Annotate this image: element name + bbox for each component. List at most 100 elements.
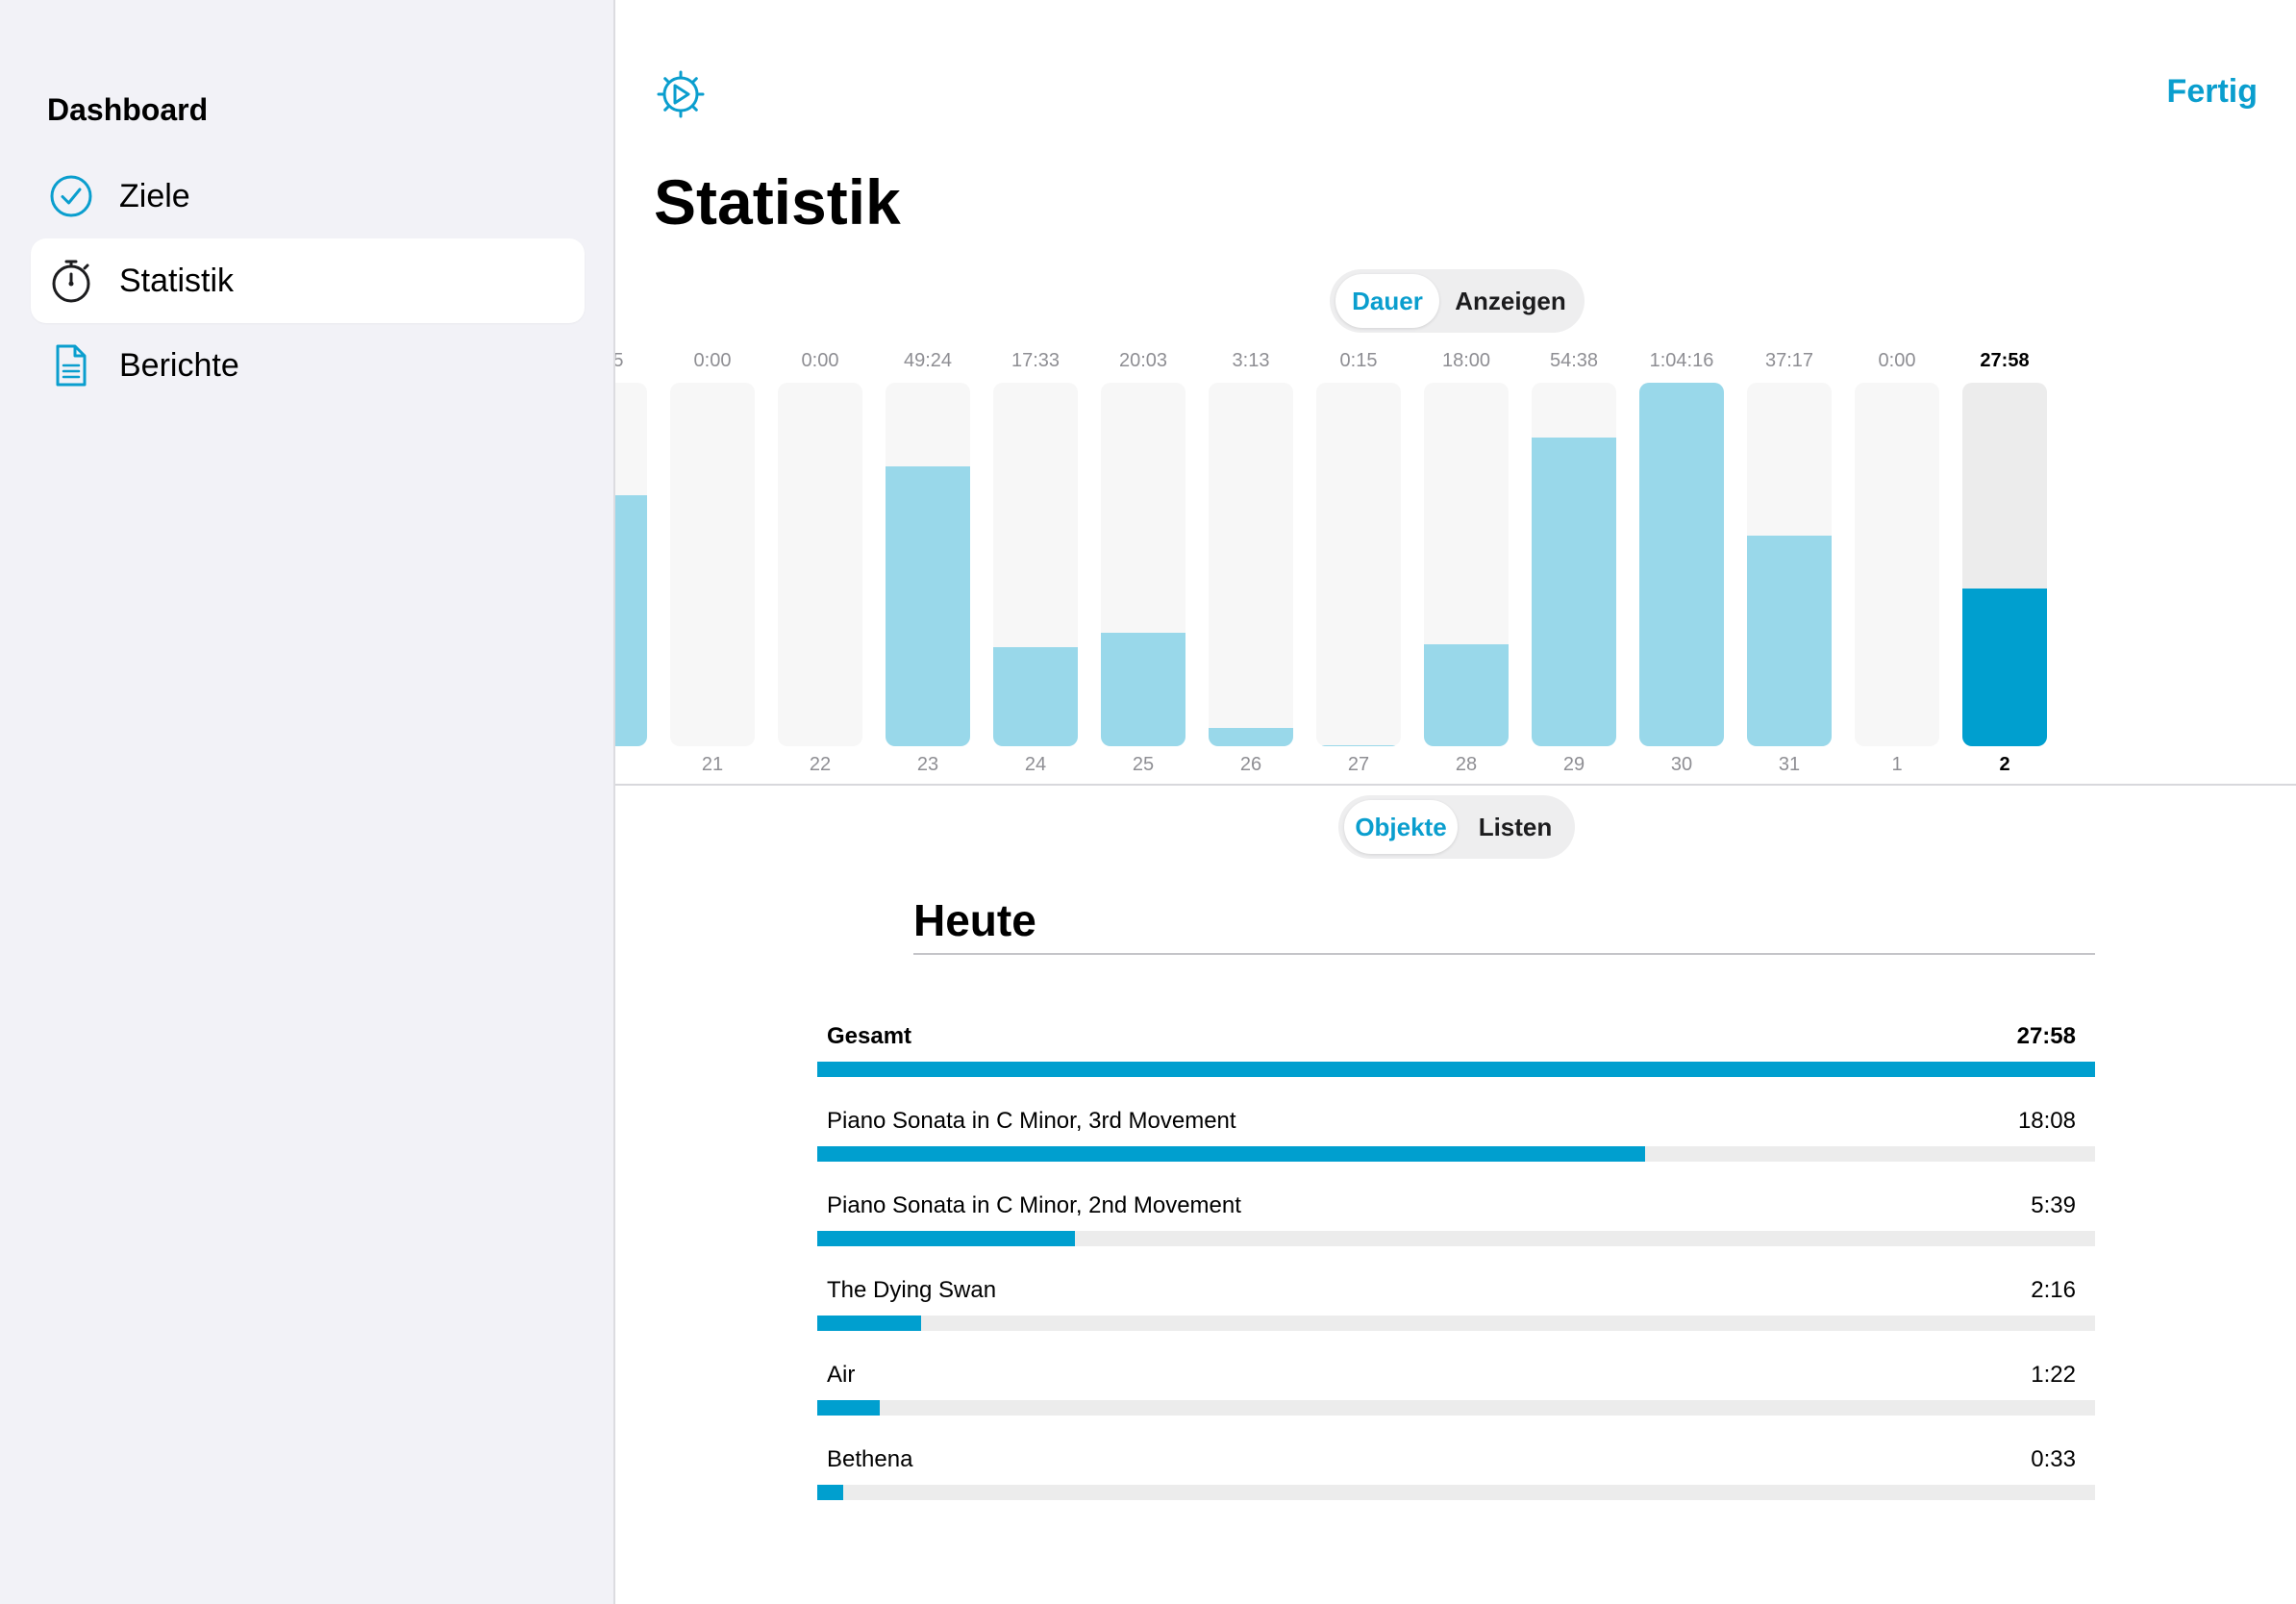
bar-day-label: 23 bbox=[916, 754, 939, 775]
bar-value-label: 0:00 bbox=[801, 350, 839, 371]
bar-day-25[interactable] bbox=[1101, 383, 1185, 746]
bar-day-label: 21 bbox=[701, 754, 724, 775]
divider bbox=[615, 784, 2296, 786]
bar-day-24[interactable] bbox=[993, 383, 1078, 746]
bar-day-label: 25 bbox=[1132, 754, 1155, 775]
bar-value-label: 4:25 bbox=[615, 350, 624, 371]
bar-day-31[interactable] bbox=[1747, 383, 1832, 746]
bar-day-label: 22 bbox=[809, 754, 832, 775]
bar-fill bbox=[1424, 644, 1509, 746]
item-name: Bethena bbox=[827, 1446, 913, 1472]
item-name: Air bbox=[827, 1362, 856, 1388]
bar-day-label: 31 bbox=[1778, 754, 1801, 775]
bar-value-label: 3:13 bbox=[1232, 350, 1270, 371]
sidebar-item-ziele[interactable]: Ziele bbox=[31, 154, 585, 238]
item-duration: 0:33 bbox=[2031, 1446, 2076, 1472]
toggle-option-listen[interactable]: Listen bbox=[1478, 813, 1553, 841]
progress-track bbox=[817, 1231, 2095, 1246]
list-item[interactable]: Air 1:22 bbox=[817, 1362, 2095, 1439]
bar-day-21[interactable] bbox=[670, 383, 755, 746]
bar-fill bbox=[615, 495, 647, 746]
bar-value-label: 17:33 bbox=[1011, 350, 1061, 371]
bar-day-2[interactable] bbox=[1962, 383, 2047, 746]
sidebar-item-label: Ziele bbox=[119, 178, 190, 214]
list-item[interactable]: Piano Sonata in C Minor, 3rd Movement 18:… bbox=[817, 1108, 2095, 1185]
toggle-option-objekte[interactable]: Objekte bbox=[1344, 800, 1458, 854]
bar-day-26[interactable] bbox=[1209, 383, 1293, 746]
bar-value-label: 37:17 bbox=[1764, 350, 1814, 371]
item-duration: 5:39 bbox=[2031, 1192, 2076, 1218]
progress-fill bbox=[817, 1485, 843, 1500]
bar-fill bbox=[993, 647, 1078, 746]
bar-fill bbox=[1101, 633, 1185, 746]
sidebar: Dashboard Ziele Statistik Berichte bbox=[0, 0, 615, 1604]
bar-value-label: 18:00 bbox=[1441, 350, 1491, 371]
progress-track bbox=[817, 1146, 2095, 1162]
bar-fill bbox=[1532, 438, 1616, 746]
list-item[interactable]: The Dying Swan 2:16 bbox=[817, 1277, 2095, 1354]
settings-gear-icon[interactable] bbox=[656, 69, 706, 119]
bar-value-label: 27:58 bbox=[1980, 350, 2030, 371]
item-duration: 18:08 bbox=[2017, 1108, 2076, 1134]
stopwatch-icon bbox=[52, 260, 90, 303]
bar-day-label: 27 bbox=[1347, 754, 1370, 775]
bar-fill bbox=[886, 466, 970, 746]
toggle-option-anzeigen[interactable]: Anzeigen bbox=[1455, 287, 1566, 315]
sidebar-item-statistik[interactable]: Statistik bbox=[31, 238, 585, 323]
bar-day-label: 28 bbox=[1455, 754, 1478, 775]
progress-track bbox=[817, 1400, 2095, 1416]
bar-day-27[interactable] bbox=[1316, 383, 1401, 746]
bar-day-23[interactable] bbox=[886, 383, 970, 746]
item-name: Piano Sonata in C Minor, 2nd Movement bbox=[827, 1192, 1241, 1218]
document-icon bbox=[56, 344, 87, 387]
toggle-option-dauer[interactable]: Dauer bbox=[1335, 274, 1439, 328]
item-name: Gesamt bbox=[827, 1023, 912, 1049]
item-name: Piano Sonata in C Minor, 3rd Movement bbox=[827, 1108, 1236, 1134]
progress-track bbox=[817, 1316, 2095, 1331]
bar-value-label: 49:24 bbox=[903, 350, 953, 371]
item-name: The Dying Swan bbox=[827, 1277, 997, 1303]
item-duration: 27:58 bbox=[2016, 1023, 2076, 1049]
bar-day-29[interactable] bbox=[1532, 383, 1616, 746]
bar-value-label: 20:03 bbox=[1118, 350, 1168, 371]
bar-day-label: 30 bbox=[1670, 754, 1693, 775]
checkmark-circle-icon bbox=[50, 175, 92, 217]
done-button[interactable]: Fertig bbox=[2166, 73, 2258, 110]
section-divider bbox=[913, 953, 2095, 955]
bar-fill bbox=[1639, 383, 1724, 746]
bar-fill bbox=[1316, 745, 1401, 746]
progress-track bbox=[817, 1485, 2095, 1500]
sidebar-title: Dashboard bbox=[47, 92, 209, 127]
daily-duration-chart: 4:25200:00210:002249:242317:332420:03253… bbox=[615, 337, 2296, 789]
list-item[interactable]: Piano Sonata in C Minor, 2nd Movement 5:3… bbox=[817, 1192, 2095, 1269]
bar-day-label: 2 bbox=[1999, 754, 2010, 775]
duration-display-toggle: Dauer Anzeigen bbox=[1330, 269, 1585, 333]
sidebar-item-berichte[interactable]: Berichte bbox=[31, 323, 585, 408]
progress-fill bbox=[817, 1062, 2095, 1077]
bar-value-label: 0:00 bbox=[1878, 350, 1916, 371]
section-title: Heute bbox=[913, 895, 1036, 945]
bar-day-22[interactable] bbox=[778, 383, 862, 746]
bar-day-30[interactable] bbox=[1639, 383, 1724, 746]
bar-day-label: 20 bbox=[615, 754, 662, 776]
bar-fill bbox=[1747, 536, 1832, 746]
progress-fill bbox=[817, 1146, 1646, 1162]
bar-day-label: 24 bbox=[1024, 754, 1047, 775]
list-item[interactable]: Bethena 0:33 bbox=[817, 1446, 2095, 1523]
bar-day-20[interactable] bbox=[615, 383, 647, 746]
bar-day-label: 1 bbox=[1891, 754, 1903, 775]
progress-fill bbox=[817, 1316, 921, 1331]
page-title: Statistik bbox=[654, 166, 901, 238]
bar-value-label: 0:15 bbox=[1339, 350, 1378, 371]
total-row: Gesamt 27:58 bbox=[817, 1023, 2095, 1100]
sidebar-item-label: Statistik bbox=[119, 263, 235, 299]
objects-lists-toggle: Objekte Listen bbox=[1338, 795, 1575, 859]
progress-track bbox=[817, 1062, 2095, 1077]
bar-day-label: 29 bbox=[1562, 754, 1585, 775]
bar-day-1[interactable] bbox=[1855, 383, 1939, 746]
progress-fill bbox=[817, 1400, 881, 1416]
bar-value-label: 1:04:16 bbox=[1649, 350, 1714, 371]
item-duration: 2:16 bbox=[2031, 1277, 2076, 1303]
bar-fill bbox=[1962, 589, 2047, 746]
bar-day-28[interactable] bbox=[1424, 383, 1509, 746]
